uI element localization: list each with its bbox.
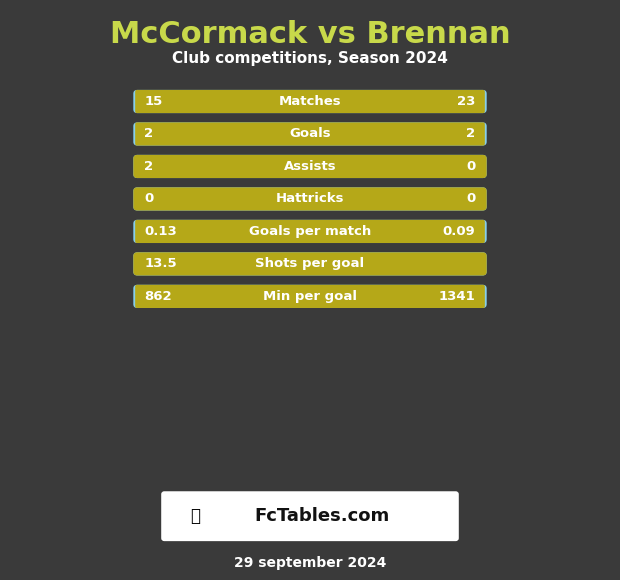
Text: 1341: 1341 <box>439 290 476 303</box>
Text: 15: 15 <box>144 95 162 108</box>
FancyBboxPatch shape <box>133 220 487 243</box>
Text: 13.5: 13.5 <box>144 258 177 270</box>
Text: 0: 0 <box>144 193 154 205</box>
Text: 29 september 2024: 29 september 2024 <box>234 556 386 570</box>
Text: 2: 2 <box>144 128 154 140</box>
Text: 2: 2 <box>144 160 154 173</box>
Text: 0: 0 <box>466 193 476 205</box>
FancyBboxPatch shape <box>133 155 487 178</box>
FancyBboxPatch shape <box>133 155 487 178</box>
FancyBboxPatch shape <box>133 187 487 211</box>
Text: 0: 0 <box>466 160 476 173</box>
Text: Matches: Matches <box>278 95 342 108</box>
Text: 862: 862 <box>144 290 172 303</box>
FancyBboxPatch shape <box>135 285 485 308</box>
FancyBboxPatch shape <box>133 122 487 146</box>
Text: Goals: Goals <box>289 128 331 140</box>
FancyBboxPatch shape <box>135 122 485 146</box>
FancyBboxPatch shape <box>133 285 487 308</box>
FancyBboxPatch shape <box>133 90 487 113</box>
Text: Assists: Assists <box>284 160 336 173</box>
FancyBboxPatch shape <box>133 252 487 276</box>
Text: 23: 23 <box>457 95 476 108</box>
Text: 📊: 📊 <box>190 507 200 525</box>
FancyBboxPatch shape <box>161 491 459 541</box>
Text: Hattricks: Hattricks <box>276 193 344 205</box>
Text: 0.13: 0.13 <box>144 225 177 238</box>
Text: 0.09: 0.09 <box>443 225 476 238</box>
Text: Club competitions, Season 2024: Club competitions, Season 2024 <box>172 51 448 66</box>
FancyBboxPatch shape <box>135 220 485 243</box>
Text: 2: 2 <box>466 128 476 140</box>
Text: Shots per goal: Shots per goal <box>255 258 365 270</box>
Text: Goals per match: Goals per match <box>249 225 371 238</box>
FancyBboxPatch shape <box>135 90 485 113</box>
FancyBboxPatch shape <box>133 252 487 276</box>
FancyBboxPatch shape <box>133 187 487 211</box>
Text: FcTables.com: FcTables.com <box>255 507 390 525</box>
Text: McCormack vs Brennan: McCormack vs Brennan <box>110 20 510 49</box>
Text: Min per goal: Min per goal <box>263 290 357 303</box>
